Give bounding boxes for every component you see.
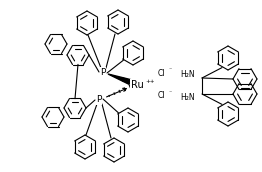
- Text: P: P: [96, 95, 102, 105]
- Polygon shape: [108, 74, 131, 84]
- Text: Cl: Cl: [158, 68, 166, 78]
- Text: ⁻: ⁻: [169, 68, 172, 73]
- Text: Ru: Ru: [131, 80, 143, 90]
- Text: ⁻: ⁻: [169, 92, 172, 96]
- Text: ++: ++: [145, 78, 155, 83]
- Text: Cl: Cl: [158, 92, 166, 100]
- Text: P: P: [100, 67, 106, 77]
- Text: H₂N: H₂N: [180, 93, 195, 101]
- Text: H₂N: H₂N: [180, 69, 195, 78]
